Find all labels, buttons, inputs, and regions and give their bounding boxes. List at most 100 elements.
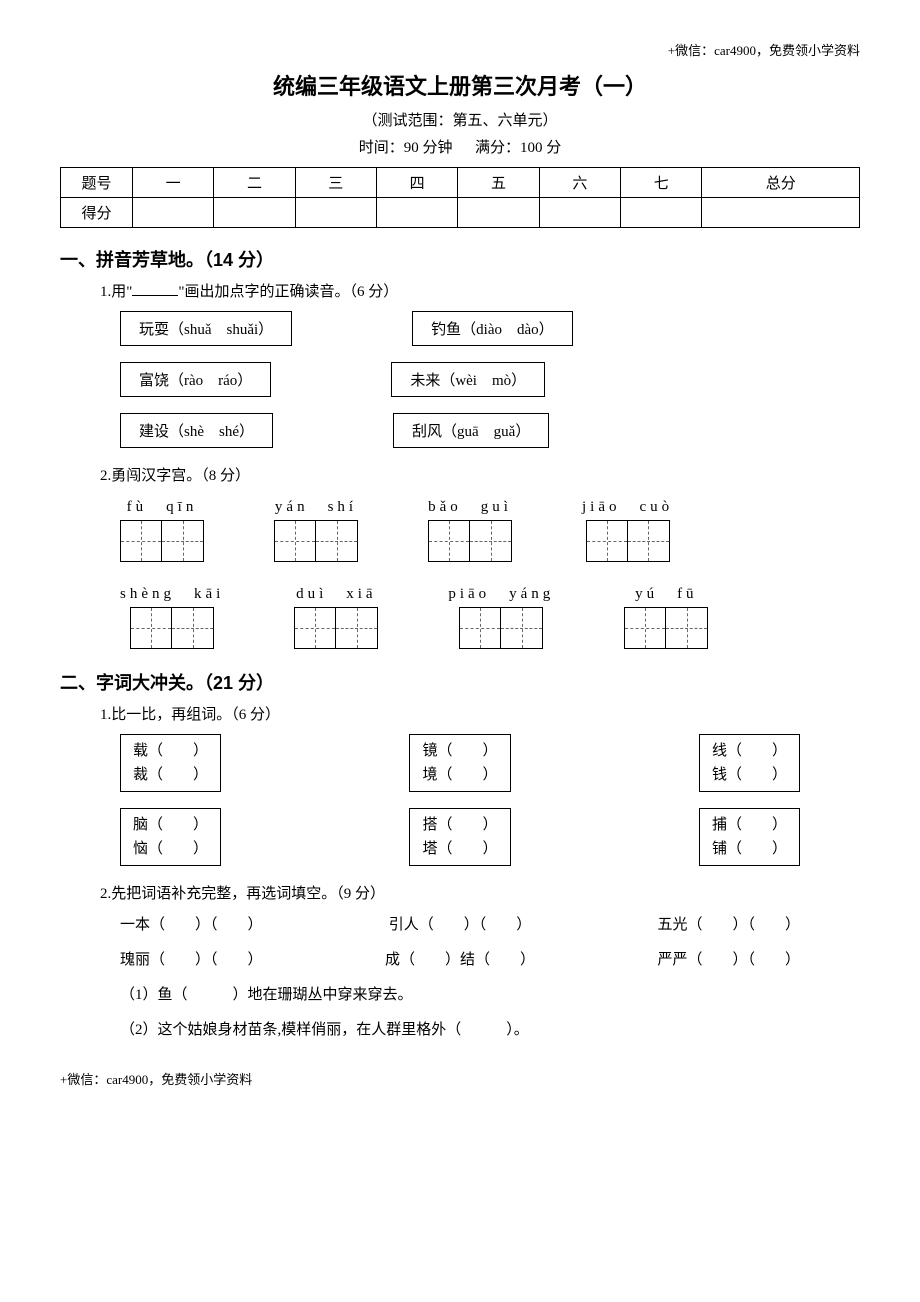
compare-line: 恼（ ） — [133, 837, 208, 861]
footer-note: +微信：car4900，免费领小学资料 — [60, 1069, 860, 1088]
fill-line: 瑰丽（ ）（ ） 成（ ）结（ ） 严严（ ）（ ） — [120, 948, 800, 969]
char-pinyin: fù qīn — [127, 495, 198, 516]
score-blank[interactable] — [295, 198, 376, 228]
score-blank[interactable] — [458, 198, 539, 228]
fill-item: 瑰丽（ ）（ ） — [120, 948, 263, 969]
char-pinyin: duì xiā — [296, 582, 377, 603]
section2-q2-label: 2.先把词语补充完整，再选词填空。（9 分） — [100, 882, 860, 903]
score-table-label: 题号 — [61, 168, 133, 198]
score-blank[interactable] — [621, 198, 702, 228]
section1-q1-label: 1.用" "画出加点字的正确读音。（6 分） — [100, 280, 860, 301]
pinyin-box: 富饶（rào ráo） — [120, 362, 271, 397]
score-table: 题号 一 二 三 四 五 六 七 总分 得分 — [60, 167, 860, 228]
subtitle: （测试范围：第五、六单元） — [60, 109, 860, 130]
compare-line: 铺（ ） — [712, 837, 787, 861]
score-blank[interactable] — [214, 198, 295, 228]
pinyin-row: 建设（shè shé） 刮风（guā guǎ） — [120, 413, 860, 448]
compare-row: 脑（ ） 恼（ ） 搭（ ） 塔（ ） 捕（ ） 铺（ ） — [120, 808, 800, 866]
fill-item: 一本（ ）（ ） — [120, 913, 263, 934]
char-grid-row: shèng kāi duì xiā piāo yáng yú fū — [120, 582, 860, 649]
compare-box: 捕（ ） 铺（ ） — [699, 808, 800, 866]
char-boxes[interactable] — [624, 607, 708, 649]
char-boxes[interactable] — [130, 607, 214, 649]
score-table-col: 三 — [295, 168, 376, 198]
char-boxes[interactable] — [586, 520, 670, 562]
section1-heading: 一、拼音芳草地。（14 分） — [60, 246, 860, 272]
compare-box: 脑（ ） 恼（ ） — [120, 808, 221, 866]
pinyin-box: 钓鱼（diào dào） — [412, 311, 572, 346]
score-table-col: 七 — [621, 168, 702, 198]
char-pinyin: shèng kāi — [120, 582, 224, 603]
score-table-col: 四 — [376, 168, 457, 198]
compare-line: 境（ ） — [422, 763, 497, 787]
page-title: 统编三年级语文上册第三次月考（一） — [60, 69, 860, 101]
compare-line: 钱（ ） — [712, 763, 787, 787]
char-grid-item: fù qīn — [120, 495, 204, 562]
char-grid-section: fù qīn yán shí bǎo guì jiāo cuò shèng kā… — [120, 495, 860, 649]
q1-prefix: 1.用" — [100, 284, 132, 300]
char-pinyin: piāo yáng — [448, 582, 554, 603]
score-table-col: 一 — [132, 168, 213, 198]
pinyin-box: 未来（wèi mò） — [391, 362, 545, 397]
compare-box: 载（ ） 裁（ ） — [120, 734, 221, 792]
char-boxes[interactable] — [274, 520, 358, 562]
char-grid-row: fù qīn yán shí bǎo guì jiāo cuò — [120, 495, 860, 562]
pinyin-box: 玩耍（shuǎ shuǎi） — [120, 311, 292, 346]
timing-line: 时间：90 分钟 满分：100 分 — [60, 136, 860, 157]
char-grid-item: bǎo guì — [428, 495, 512, 562]
compare-line: 脑（ ） — [133, 813, 208, 837]
compare-line: 裁（ ） — [133, 763, 208, 787]
compare-line: 线（ ） — [712, 739, 787, 763]
score-table-col: 六 — [539, 168, 620, 198]
score-blank[interactable] — [539, 198, 620, 228]
pinyin-box: 建设（shè shé） — [120, 413, 273, 448]
char-grid-item: yán shí — [274, 495, 358, 562]
char-pinyin: bǎo guì — [428, 495, 512, 516]
compare-line: 塔（ ） — [422, 837, 497, 861]
pinyin-row: 富饶（rào ráo） 未来（wèi mò） — [120, 362, 860, 397]
compare-line: 载（ ） — [133, 739, 208, 763]
compare-box: 线（ ） 钱（ ） — [699, 734, 800, 792]
char-pinyin: jiāo cuò — [582, 495, 673, 516]
score-table-label: 得分 — [61, 198, 133, 228]
compare-box: 搭（ ） 塔（ ） — [409, 808, 510, 866]
q1-suffix: "画出加点字的正确读音。（6 分） — [178, 284, 398, 300]
char-pinyin: yán shí — [275, 495, 357, 516]
sentence-1: （1）鱼（ ）地在珊瑚丛中穿来穿去。 — [120, 983, 800, 1004]
score-blank[interactable] — [702, 198, 860, 228]
char-pinyin: yú fū — [635, 582, 698, 603]
char-boxes[interactable] — [459, 607, 543, 649]
compare-row: 载（ ） 裁（ ） 镜（ ） 境（ ） 线（ ） 钱（ ） — [120, 734, 800, 792]
pinyin-box: 刮风（guā guǎ） — [393, 413, 549, 448]
score-table-col: 总分 — [702, 168, 860, 198]
underline-blank — [132, 295, 178, 296]
score-table-col: 二 — [214, 168, 295, 198]
score-blank[interactable] — [376, 198, 457, 228]
score-blank[interactable] — [132, 198, 213, 228]
char-boxes[interactable] — [294, 607, 378, 649]
section2-q1-label: 1.比一比，再组词。（6 分） — [100, 703, 860, 724]
fill-item: 成（ ）结（ ） — [385, 948, 535, 969]
compare-box: 镜（ ） 境（ ） — [409, 734, 510, 792]
char-grid-item: duì xiā — [294, 582, 378, 649]
header-note: +微信：car4900，免费领小学资料 — [60, 40, 860, 59]
score-table-score-row: 得分 — [61, 198, 860, 228]
fill-item: 严严（ ）（ ） — [657, 948, 800, 969]
timing-score: 满分：100 分 — [475, 140, 561, 156]
fill-item: 五光（ ）（ ） — [657, 913, 800, 934]
char-boxes[interactable] — [428, 520, 512, 562]
compare-line: 捕（ ） — [712, 813, 787, 837]
sentence-2: （2）这个姑娘身材苗条,模样俏丽，在人群里格外（ ）。 — [120, 1018, 800, 1039]
compare-line: 搭（ ） — [422, 813, 497, 837]
char-boxes[interactable] — [120, 520, 204, 562]
char-grid-item: jiāo cuò — [582, 495, 673, 562]
section2-heading: 二、字词大冲关。（21 分） — [60, 669, 860, 695]
score-table-col: 五 — [458, 168, 539, 198]
pinyin-row: 玩耍（shuǎ shuǎi） 钓鱼（diào dào） — [120, 311, 860, 346]
timing-time: 时间：90 分钟 — [359, 140, 453, 156]
compare-line: 镜（ ） — [422, 739, 497, 763]
fill-line: 一本（ ）（ ） 引人（ ）（ ） 五光（ ）（ ） — [120, 913, 800, 934]
fill-item: 引人（ ）（ ） — [389, 913, 532, 934]
char-grid-item: shèng kāi — [120, 582, 224, 649]
score-table-header-row: 题号 一 二 三 四 五 六 七 总分 — [61, 168, 860, 198]
